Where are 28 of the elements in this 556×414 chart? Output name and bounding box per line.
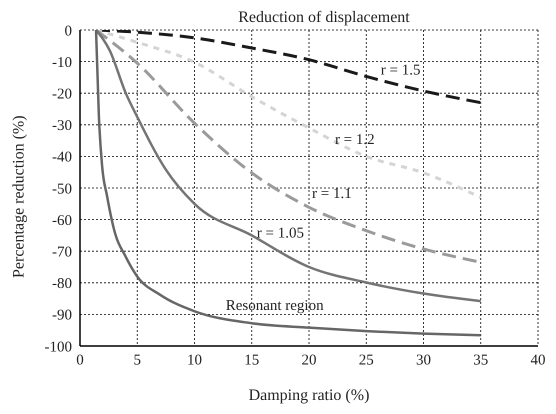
x-tick-label: 40 [530,352,546,369]
x-tick-label: 10 [187,352,202,369]
x-tick-label: 5 [134,352,141,369]
series-label: r = 1.05 [256,225,304,242]
y-tick-label: -50 [52,181,72,198]
y-tick-label: -20 [52,86,72,103]
chart-title: Reduction of displacement [238,9,410,26]
x-tick-label: 25 [358,352,374,369]
x-tick-label: 0 [76,352,84,369]
y-axis-title: Percentage reduction (%) [10,115,28,278]
x-tick-label: 15 [244,352,260,369]
y-tick-label: -40 [52,150,72,166]
series-label: r = 1.1 [312,186,352,202]
y-tick-label: 0 [64,23,72,40]
y-tick-label: -10 [52,54,72,71]
x-axis-title: Damping ratio (%) [248,387,370,404]
series-label: r = 1.2 [334,132,375,148]
series-label: r = 1.5 [380,62,420,79]
series-label: Resonant region [226,298,324,314]
x-tick-label: 35 [473,352,488,369]
y-tick-label: -80 [52,276,72,292]
y-tick-label: -100 [44,339,72,356]
y-tick-label: -60 [52,212,72,229]
y-tick-label: -30 [52,118,72,134]
y-tick-label: -70 [52,244,72,261]
x-tick-label: 20 [302,352,316,369]
x-tick-label: 30 [416,352,431,369]
y-tick-label: -90 [52,308,72,324]
